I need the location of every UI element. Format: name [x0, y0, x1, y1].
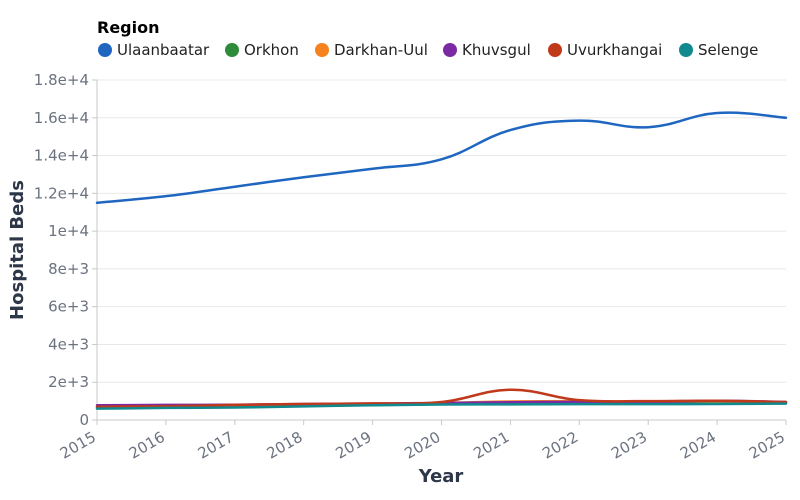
legend-swatch: [225, 43, 239, 57]
legend-label: Khuvsgul: [462, 41, 531, 59]
series-line-selenge: [95, 402, 788, 410]
legend-swatch: [98, 43, 112, 57]
x-tick-label: 2021: [470, 428, 512, 463]
legend-item: Orkhon: [225, 41, 299, 59]
x-tick-label: 2016: [126, 428, 168, 463]
legend-label: Orkhon: [244, 41, 299, 59]
y-tick-label: 1.2e+4: [34, 184, 89, 202]
legend-label: Selenge: [698, 41, 758, 59]
y-axis-title: Hospital Beds: [7, 180, 28, 320]
x-tick-label: 2015: [57, 428, 99, 463]
legend-swatch: [443, 43, 457, 57]
legend-item: Uvurkhangai: [548, 41, 662, 59]
x-tick-label: 2020: [401, 428, 443, 463]
x-tick-label: 2017: [195, 428, 237, 463]
y-tick-label: 8e+3: [48, 260, 89, 278]
legend-label: Ulaanbaatar: [117, 41, 210, 59]
y-tick-label: 1.6e+4: [34, 109, 89, 127]
y-tick-label: 2e+3: [48, 373, 89, 391]
x-tick-label: 2024: [677, 428, 719, 463]
legend-swatch: [679, 43, 693, 57]
x-tick-label: 2022: [539, 428, 581, 463]
y-tick-label: 1.8e+4: [34, 71, 89, 89]
x-tick-label: 2018: [264, 428, 306, 463]
y-tick-label: 6e+3: [48, 298, 89, 316]
series-line-uvurkhangai: [95, 388, 788, 409]
legend-item: Khuvsgul: [443, 41, 531, 59]
x-axis-title: Year: [418, 466, 464, 487]
legend: Region Ulaanbaatar Orkhon Darkhan-Uul Khuvs…: [97, 18, 758, 59]
x-tick-label: 2025: [746, 428, 788, 463]
y-tick-label: 4e+3: [48, 335, 89, 353]
legend-swatch: [315, 43, 329, 57]
legend-item: Selenge: [679, 41, 758, 59]
series-lines: [95, 111, 788, 410]
x-tick-label: 2023: [608, 428, 650, 463]
x-tick-label: 2019: [333, 428, 375, 463]
grid: [97, 79, 786, 383]
y-tick-label: 1e+4: [48, 222, 89, 240]
y-tick-label: 1.4e+4: [34, 147, 89, 165]
series-line-ulaanbaatar: [95, 111, 788, 205]
legend-label: Uvurkhangai: [567, 41, 662, 59]
y-tick-label: 0: [79, 411, 89, 429]
legend-title: Region: [97, 18, 160, 37]
legend-swatch: [548, 43, 562, 57]
legend-label: Darkhan-Uul: [334, 41, 428, 59]
legend-item: Darkhan-Uul: [315, 41, 428, 59]
legend-item: Ulaanbaatar: [98, 41, 210, 59]
